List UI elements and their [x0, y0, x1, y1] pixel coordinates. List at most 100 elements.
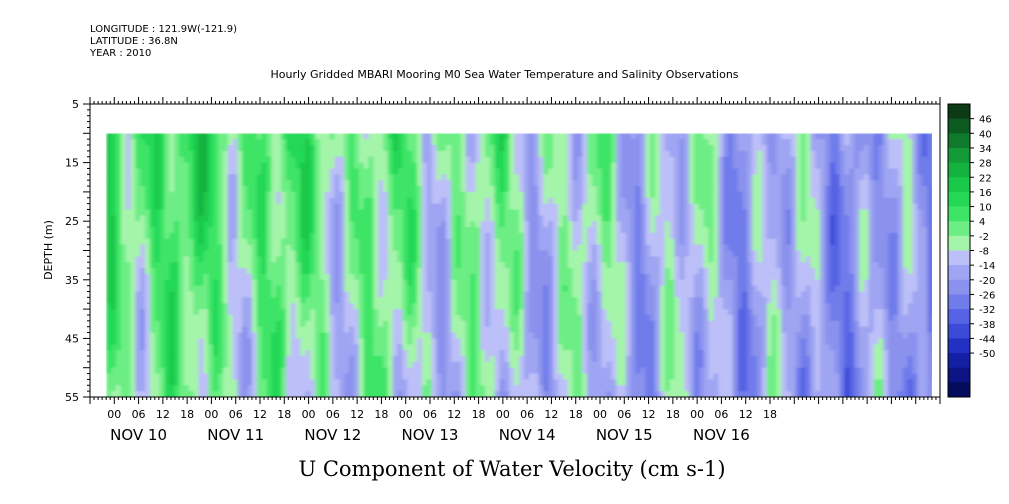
- heatmap-cell: [407, 314, 413, 322]
- heatmap-cell: [358, 145, 365, 152]
- heatmap-cell: [625, 133, 632, 140]
- heatmap-cell: [601, 379, 608, 386]
- heatmap-cell: [261, 203, 268, 211]
- heatmap-cell: [251, 191, 258, 199]
- heatmap-cell: [319, 273, 326, 281]
- heatmap-cell: [169, 291, 175, 298]
- heatmap-cell: [591, 232, 598, 240]
- heatmap-cell: [149, 279, 156, 287]
- heatmap-cell: [616, 303, 622, 310]
- heatmap-cell: [227, 186, 234, 193]
- heatmap-cell: [499, 191, 506, 199]
- heatmap-cell: [125, 150, 132, 158]
- heatmap-cell: [611, 227, 617, 234]
- heatmap-cell: [553, 238, 559, 246]
- heatmap-cell: [300, 262, 306, 269]
- heatmap-cell: [465, 244, 472, 252]
- heatmap-cell: [485, 139, 491, 146]
- heatmap-cell: [135, 303, 141, 310]
- heatmap-cell: [115, 186, 122, 193]
- heatmap-cell: [485, 145, 491, 152]
- heatmap-cell: [587, 139, 593, 146]
- heatmap-cell: [295, 256, 302, 263]
- heatmap-cell: [587, 291, 593, 298]
- heatmap-cell: [383, 268, 389, 275]
- heatmap-cell: [397, 244, 404, 252]
- heatmap-cell: [111, 244, 117, 252]
- heatmap-cell: [431, 373, 438, 381]
- heatmap-cell: [344, 232, 350, 240]
- heatmap-cell: [106, 150, 112, 158]
- heatmap-cell: [329, 156, 336, 164]
- heatmap-cell: [446, 215, 452, 222]
- heatmap-cell: [154, 291, 161, 298]
- heatmap-cell: [436, 145, 442, 152]
- heatmap-cell: [149, 238, 156, 246]
- heatmap-cell: [630, 232, 637, 240]
- heatmap-cell: [373, 238, 379, 246]
- heatmap-cell: [363, 309, 370, 316]
- heatmap-cell: [135, 244, 141, 252]
- heatmap-cell: [339, 232, 345, 240]
- heatmap-cell: [392, 221, 399, 228]
- heatmap-cell: [358, 197, 365, 205]
- heatmap-cell: [533, 291, 540, 298]
- heatmap-cell: [271, 320, 277, 328]
- heatmap-cell: [553, 326, 559, 334]
- heatmap-cell: [514, 385, 520, 392]
- heatmap-cell: [543, 215, 549, 222]
- heatmap-cell: [562, 350, 569, 357]
- heatmap-cell: [616, 367, 622, 375]
- heatmap-cell: [412, 227, 418, 234]
- heatmap-cell: [368, 133, 374, 140]
- heatmap-cell: [145, 314, 151, 322]
- heatmap-cell: [271, 150, 277, 158]
- heatmap-cell: [451, 297, 457, 304]
- heatmap-cell: [373, 361, 379, 369]
- heatmap-cell: [621, 221, 627, 228]
- heatmap-cell: [421, 314, 428, 322]
- heatmap-cell: [470, 355, 476, 363]
- heatmap-cell: [494, 314, 501, 322]
- heatmap-cell: [222, 361, 229, 369]
- heatmap-cell: [237, 215, 243, 222]
- heatmap-cell: [251, 344, 258, 351]
- heatmap-cell: [319, 285, 326, 293]
- heatmap-cell: [582, 355, 588, 363]
- heatmap-cell: [412, 279, 418, 287]
- heatmap-cell: [451, 279, 457, 287]
- heatmap-cell: [640, 262, 646, 269]
- heatmap-cell: [635, 197, 642, 205]
- heatmap-cell: [528, 361, 535, 369]
- heatmap-cell: [125, 238, 132, 246]
- heatmap-cell: [247, 168, 253, 175]
- heatmap-cell: [504, 285, 510, 293]
- heatmap-cell: [485, 350, 491, 357]
- heatmap-cell: [266, 332, 272, 339]
- heatmap-cell: [426, 326, 433, 334]
- heatmap-cell: [203, 256, 209, 263]
- heatmap-cell: [154, 180, 161, 187]
- heatmap-cell: [125, 332, 132, 339]
- heatmap-cell: [145, 209, 151, 216]
- heatmap-cell: [266, 227, 272, 234]
- heatmap-cell: [557, 338, 564, 345]
- heatmap-cell: [606, 139, 612, 146]
- heatmap-cell: [402, 168, 408, 175]
- heatmap-cell: [261, 139, 268, 146]
- heatmap-cell: [591, 244, 598, 252]
- heatmap-cell: [164, 279, 170, 287]
- heatmap-cell: [591, 256, 598, 263]
- heatmap-cell: [412, 250, 418, 257]
- heatmap-cell: [451, 174, 457, 181]
- heatmap-cell: [315, 191, 321, 199]
- heatmap-cell: [397, 168, 404, 175]
- heatmap-cell: [203, 379, 209, 386]
- heatmap-cell: [407, 344, 413, 351]
- heatmap-cell: [281, 197, 287, 205]
- heatmap-cell: [203, 180, 209, 187]
- heatmap-cell: [606, 344, 612, 351]
- heatmap-cell: [538, 232, 544, 240]
- heatmap-cell: [183, 391, 190, 398]
- heatmap-cell: [319, 367, 326, 375]
